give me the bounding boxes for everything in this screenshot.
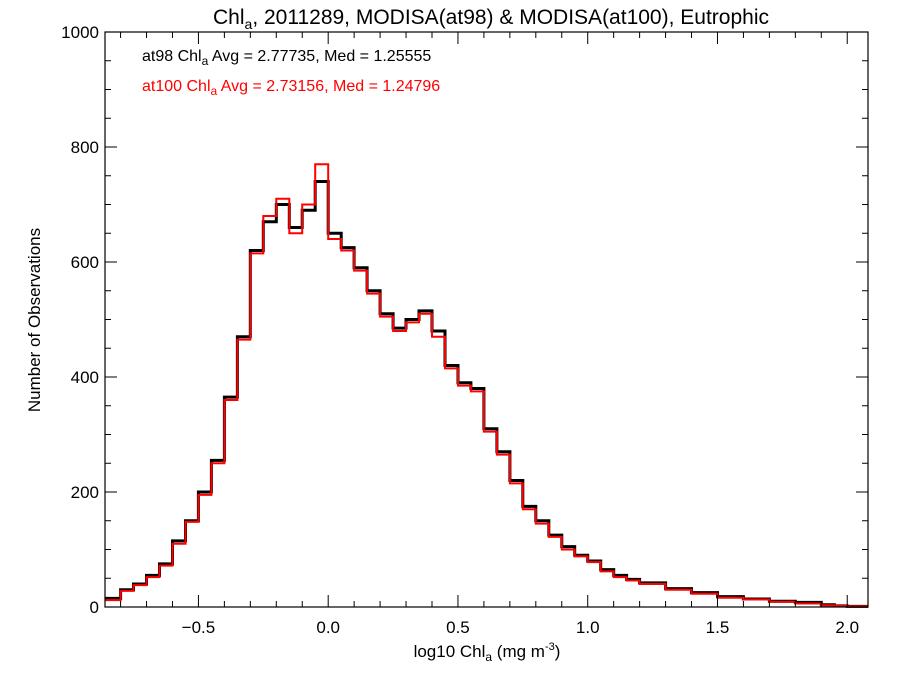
x-tick-label: −0.5 [182, 618, 216, 637]
y-tick-label: 0 [90, 598, 99, 617]
x-axis-label-close: ) [555, 642, 561, 661]
x-axis-label-sup: -3 [545, 641, 555, 653]
series-line-at98 [105, 180, 868, 608]
plot-frame [104, 31, 869, 608]
legend-entry-at100-sub: a [211, 84, 218, 98]
tick-layer: −0.5 0.0 0.5 1.0 1.5 2.0 0 200 400 600 800 1000 [61, 23, 868, 637]
x-axis-label: log10 Chla (mg m-3) [414, 641, 561, 664]
x-tick-label: 2.0 [835, 618, 859, 637]
y-tick-label: 200 [71, 483, 99, 502]
y-tick-label: 400 [71, 368, 99, 387]
chart-title: Chla, 2011289, MODISA(at98) & MODISA(at1… [213, 6, 769, 32]
series-layer [105, 163, 868, 608]
x-axis-label-post: (mg m [492, 642, 545, 661]
legend-entry-at98-sub: a [202, 54, 209, 68]
y-tick-label: 600 [71, 253, 99, 272]
legend-entry-at98-post: Avg = 2.77735, Med = 1.25555 [208, 48, 431, 65]
y-tick-label: 1000 [61, 23, 99, 42]
legend-entry-at98: at98 Chla Avg = 2.77735, Med = 1.25555 [142, 48, 431, 68]
y-tick-label: 800 [71, 138, 99, 157]
legend-entry-at100: at100 Chla Avg = 2.73156, Med = 1.24796 [142, 78, 440, 98]
chart-title-main: Chl [213, 6, 245, 29]
chart-title-rest: , 2011289, MODISA(at98) & MODISA(at100),… [252, 6, 769, 29]
y-axis-label: Number of Observations [25, 228, 44, 412]
x-axis-label-pre: log10 Chl [414, 642, 486, 661]
x-tick-label: 1.5 [706, 618, 730, 637]
chart-title-sub: a [245, 16, 253, 32]
x-tick-label: 0.0 [316, 618, 340, 637]
x-axis-label-sub: a [485, 650, 492, 664]
x-tick-label: 0.5 [446, 618, 470, 637]
x-tick-label: 1.0 [576, 618, 600, 637]
legend-entry-at100-post: Avg = 2.73156, Med = 1.24796 [217, 78, 440, 95]
legend-entry-at98-pre: at98 Chl [142, 48, 202, 65]
series-line-at100 [105, 163, 868, 608]
legend-entry-at100-pre: at100 Chl [142, 78, 211, 95]
